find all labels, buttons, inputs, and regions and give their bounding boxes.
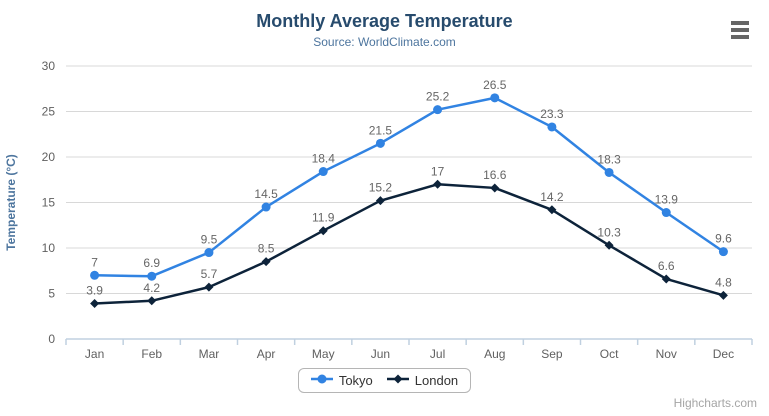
legend-symbol-marker[interactable] [317, 374, 327, 384]
y-axis-label: 0 [48, 332, 55, 346]
data-point-london-feb[interactable] [147, 296, 157, 306]
data-point-london-jan[interactable] [90, 299, 100, 309]
legend-box: Tokyo London [297, 368, 472, 393]
legend-label-tokyo: Tokyo [338, 373, 373, 388]
hamburger-icon [731, 21, 749, 25]
data-point-tokyo-jul[interactable] [433, 105, 443, 115]
export-menu-button[interactable] [731, 21, 749, 39]
data-point-london-sep[interactable] [547, 205, 557, 215]
data-point-tokyo-aug[interactable] [490, 93, 500, 103]
y-axis-label: 5 [48, 287, 55, 301]
data-point-london-jul[interactable] [433, 179, 443, 189]
data-point-london-nov[interactable] [661, 274, 671, 284]
x-axis-label: Jan [85, 347, 104, 361]
y-axis-title: Temperature (°C) [4, 154, 18, 251]
legend: Tokyo London [0, 368, 769, 393]
y-axis-label: 20 [42, 150, 56, 164]
chart-title: Monthly Average Temperature [256, 11, 513, 31]
data-label: 26.5 [483, 78, 507, 92]
data-label: 23.3 [540, 107, 564, 121]
data-point-tokyo-jun[interactable] [375, 138, 385, 148]
data-label: 10.3 [597, 225, 621, 239]
data-label: 18.4 [312, 152, 336, 166]
x-axis-label: May [312, 347, 335, 361]
x-axis-label: Nov [656, 347, 677, 361]
data-point-london-oct[interactable] [604, 240, 614, 250]
data-label: 15.2 [369, 181, 393, 195]
data-point-london-aug[interactable] [490, 183, 500, 193]
data-label: 21.5 [369, 123, 393, 137]
x-axis-label: Oct [600, 347, 619, 361]
data-label: 6.6 [658, 259, 675, 273]
data-point-tokyo-sep[interactable] [547, 122, 557, 132]
data-label: 14.2 [540, 190, 564, 204]
data-point-tokyo-mar[interactable] [204, 248, 214, 258]
data-label: 13.9 [655, 193, 679, 207]
data-label: 14.5 [254, 187, 278, 201]
data-point-tokyo-nov[interactable] [661, 208, 671, 218]
legend-label-london: London [414, 373, 459, 388]
x-axis-label: Apr [257, 347, 276, 361]
data-label: 8.5 [258, 242, 275, 256]
data-label: 4.8 [715, 275, 732, 289]
x-axis-label: Mar [199, 347, 220, 361]
x-axis-label: Jun [371, 347, 390, 361]
legend-item-tokyo[interactable]: Tokyo [310, 373, 373, 388]
data-label: 16.6 [483, 168, 507, 182]
data-label: 17 [431, 164, 445, 178]
data-point-tokyo-feb[interactable] [147, 271, 157, 281]
legend-symbol-marker[interactable] [393, 374, 403, 384]
data-label: 11.9 [312, 211, 335, 225]
data-label: 6.9 [143, 256, 160, 270]
hamburger-icon [731, 28, 749, 32]
hamburger-icon [731, 35, 749, 39]
london-legend-symbol [386, 374, 409, 384]
data-label: 3.9 [86, 284, 103, 298]
y-axis-label: 30 [42, 59, 56, 73]
x-axis-label: Feb [141, 347, 162, 361]
data-point-tokyo-may[interactable] [318, 167, 328, 177]
y-axis-label: 15 [42, 196, 56, 210]
data-point-london-apr[interactable] [261, 257, 271, 267]
series-line-london[interactable] [93, 183, 725, 305]
data-point-london-jun[interactable] [375, 196, 385, 206]
data-label: 7 [91, 255, 98, 269]
series-line-tokyo[interactable] [93, 96, 725, 278]
data-label: 9.6 [715, 232, 732, 246]
legend-item-london[interactable]: London [386, 373, 459, 388]
chart-subtitle: Source: WorldClimate.com [313, 35, 456, 49]
x-axis-label: Aug [484, 347, 505, 361]
data-label: 5.7 [201, 267, 218, 281]
data-point-tokyo-dec[interactable] [718, 247, 728, 257]
tokyo-legend-symbol [310, 374, 333, 384]
x-axis-label: Sep [541, 347, 563, 361]
data-point-tokyo-jan[interactable] [90, 270, 100, 280]
data-label: 18.3 [597, 152, 621, 166]
data-point-london-mar[interactable] [204, 282, 214, 292]
credits-link[interactable]: Highcharts.com [673, 396, 757, 410]
data-label: 9.5 [201, 233, 218, 247]
x-axis-label: Dec [713, 347, 734, 361]
tokyo-series-marker-icon [310, 373, 333, 388]
data-point-tokyo-oct[interactable] [604, 167, 614, 177]
data-point-tokyo-apr[interactable] [261, 202, 271, 212]
data-label: 25.2 [426, 90, 450, 104]
london-series-marker-icon [386, 373, 409, 388]
y-axis-label: 25 [42, 105, 56, 119]
data-point-london-dec[interactable] [718, 290, 728, 300]
y-axis-label: 10 [42, 241, 56, 255]
data-label: 4.2 [143, 281, 160, 295]
x-axis-label: Jul [430, 347, 445, 361]
data-point-london-may[interactable] [318, 226, 328, 236]
